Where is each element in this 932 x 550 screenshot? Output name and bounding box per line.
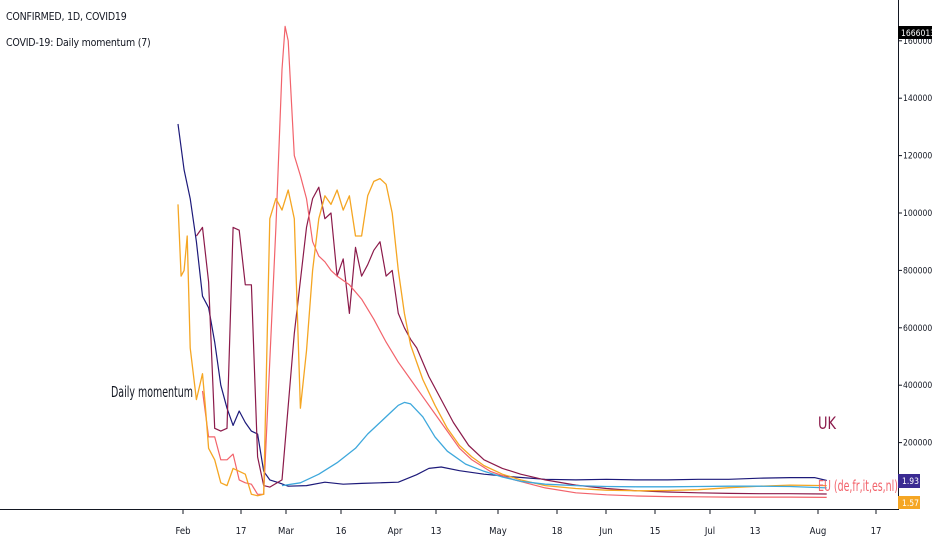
y-tick: 14000000 bbox=[898, 94, 932, 104]
x-tick: Feb bbox=[175, 510, 191, 537]
series-line-1[interactable] bbox=[177, 123, 827, 487]
annotation-label[interactable]: EU (de,fr,it,es,nl) bbox=[818, 477, 898, 495]
y-tick: 4000000 bbox=[898, 381, 932, 391]
y-tick-label: 8000000 bbox=[903, 266, 932, 276]
x-tick-label: Feb bbox=[175, 526, 190, 537]
series-line-2[interactable] bbox=[195, 186, 827, 495]
series-layer bbox=[177, 25, 827, 498]
y-tick-label: 12000000 bbox=[903, 152, 932, 162]
y-tick-label: 10000000 bbox=[903, 209, 932, 219]
y-tick: 10000000 bbox=[898, 209, 932, 219]
x-tick-label: Mar bbox=[278, 526, 295, 537]
y-tick: 16000000 bbox=[898, 37, 932, 47]
x-tick-label: 15 bbox=[650, 526, 661, 537]
annotation-label[interactable]: UK bbox=[818, 414, 837, 434]
y-tick-label: 14000000 bbox=[903, 94, 932, 104]
y-tick-label: 2000000 bbox=[903, 439, 932, 449]
x-tick: Apr bbox=[388, 510, 403, 537]
x-tick: 13 bbox=[431, 510, 442, 537]
symbol-legend[interactable]: CONFIRMED, 1D, COVID19 bbox=[6, 11, 127, 23]
y-tick-label: 4000000 bbox=[903, 381, 932, 391]
series-line-4[interactable] bbox=[177, 177, 827, 497]
current-value-badge-bg bbox=[898, 26, 932, 39]
y-tick-label: 6000000 bbox=[903, 324, 932, 334]
indicator-legend[interactable]: COVID-19: Daily momentum (7) bbox=[6, 37, 151, 49]
x-axis-ticks[interactable]: Feb 17 Mar 16 Apr 13 May 18 Jun 15 Jul 13 Aug 17 bbox=[175, 510, 881, 537]
x-tick: 13 bbox=[750, 510, 761, 537]
x-tick-label: 13 bbox=[750, 526, 761, 537]
x-tick-label: 17 bbox=[236, 526, 247, 537]
series-badge-1: 1.93 bbox=[898, 474, 920, 488]
x-tick: Aug bbox=[810, 510, 827, 537]
x-tick: 15 bbox=[650, 510, 661, 537]
x-tick-label: May bbox=[489, 526, 507, 537]
x-tick-label: 13 bbox=[431, 526, 442, 537]
annotation-label[interactable]: Daily momentum bbox=[111, 383, 193, 401]
series-line-5[interactable] bbox=[281, 401, 827, 489]
x-tick-label: Jun bbox=[598, 526, 612, 537]
x-tick-label: 17 bbox=[871, 526, 882, 537]
y-tick: 8000000 bbox=[898, 266, 932, 276]
series-badge-1-bg bbox=[898, 474, 920, 488]
x-tick-label: Aug bbox=[810, 526, 827, 537]
x-tick: May bbox=[489, 510, 507, 537]
x-tick: 18 bbox=[552, 510, 563, 537]
x-tick: 16 bbox=[336, 510, 347, 537]
current-value-badge: 16660138 bbox=[898, 26, 932, 39]
y-tick: 6000000 bbox=[898, 324, 932, 334]
x-tick-label: Jul bbox=[704, 526, 715, 537]
y-axis-ticks[interactable]: 2000000 4000000 6000000 8000000 10000000 1200… bbox=[898, 37, 932, 449]
x-tick: 17 bbox=[236, 510, 247, 537]
annotation-layer: Daily momentum UK EU (de,fr,it,es,nl) bbox=[111, 383, 898, 495]
y-tick-label: 16000000 bbox=[903, 37, 932, 47]
y-tick: 2000000 bbox=[898, 439, 932, 449]
x-tick: Jun bbox=[598, 510, 613, 537]
x-tick-label: 16 bbox=[336, 526, 347, 537]
series-badge-1-label: 1.93 bbox=[902, 477, 919, 487]
x-tick: Jul bbox=[704, 510, 715, 537]
series-badge-2-bg bbox=[898, 496, 920, 509]
y-tick: 12000000 bbox=[898, 152, 932, 162]
x-tick: 17 bbox=[871, 510, 882, 537]
x-tick-label: Apr bbox=[388, 526, 403, 537]
series-badge-2-label: 1.57 bbox=[902, 499, 919, 509]
series-badge-2: 1.57 bbox=[898, 496, 920, 509]
current-value-label: 16660138 bbox=[901, 29, 932, 39]
x-tick: Mar bbox=[278, 510, 295, 537]
x-tick-label: 18 bbox=[552, 526, 563, 537]
